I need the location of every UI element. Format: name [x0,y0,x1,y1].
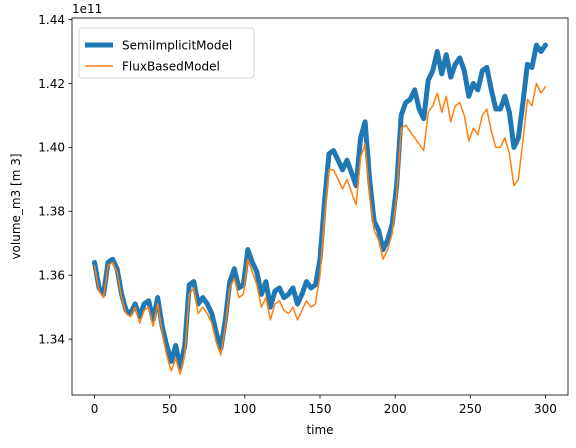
x-axis-label: time [306,423,333,437]
y-axis-label: volume_m3 [m 3] [9,153,23,259]
x-tick-label: 250 [459,402,482,416]
x-axis: 0 50 100 150 200 250 300 [91,395,557,416]
x-tick-label: 100 [233,402,256,416]
y-tick-label: 1.36 [38,268,65,282]
x-tick-label: 150 [309,402,332,416]
y-tick-label: 1.34 [38,332,65,346]
y-tick-label: 1.42 [38,77,65,91]
legend-label-semiimplicitmodel: SemiImplicitModel [122,39,232,53]
legend-label-fluxbasedmodel: FluxBasedModel [122,60,220,74]
series-layer [92,42,548,375]
x-tick-label: 300 [534,402,557,416]
legend: SemiImplicitModel FluxBasedModel [78,27,255,79]
y-tick-label: 1.38 [38,205,65,219]
series-line-fluxbasedmodel [93,82,547,375]
x-tick-label: 0 [91,402,99,416]
legend-box [78,27,255,79]
y-tick-label: 1.44 [38,13,65,27]
y-tick-label: 1.40 [38,141,65,155]
y-offset-label: 1e11 [72,2,102,16]
y-axis: 1.34 1.36 1.38 1.40 1.42 1.44 [38,13,72,346]
series-line-semiimplicitmodel [92,42,548,371]
x-tick-label: 200 [384,402,407,416]
x-tick-label: 50 [162,402,177,416]
